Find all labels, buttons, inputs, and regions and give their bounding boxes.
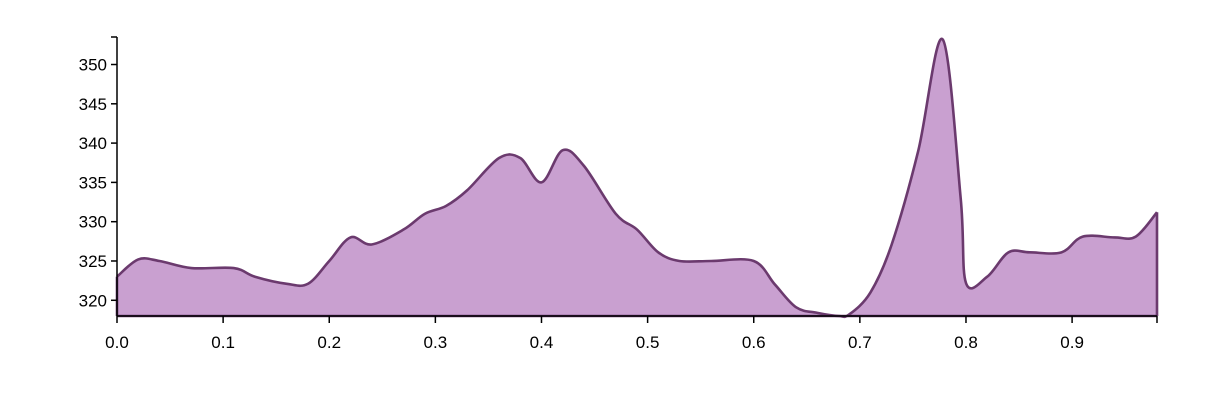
x-tick-label: 0.4 xyxy=(530,333,554,352)
x-tick-label: 0.3 xyxy=(424,333,448,352)
x-tick-label: 0.7 xyxy=(848,333,872,352)
x-tick-label: 0.6 xyxy=(742,333,766,352)
x-tick-label: 0.9 xyxy=(1060,333,1084,352)
x-tick-label: 0.8 xyxy=(954,333,978,352)
x-tick-label: 0.5 xyxy=(636,333,660,352)
x-tick-label: 0.1 xyxy=(211,333,235,352)
y-tick-label: 330 xyxy=(79,213,107,232)
x-tick-label: 0.2 xyxy=(317,333,341,352)
y-axis: 320 325 330 335 340 345 350 xyxy=(79,36,118,316)
y-tick-label: 350 xyxy=(79,56,107,75)
plot-area xyxy=(115,37,1159,319)
y-tick-label: 320 xyxy=(79,291,107,310)
y-tick-label: 345 xyxy=(79,95,107,114)
x-axis: 0.0 0.1 0.2 0.3 0.4 0.5 0.6 0.7 0.8 0.9 xyxy=(105,315,1158,352)
y-tick-label: 335 xyxy=(79,173,107,192)
y-tick-label: 340 xyxy=(79,134,107,153)
x-tick-label: 0.0 xyxy=(105,333,129,352)
y-tick-label: 325 xyxy=(79,252,107,271)
series-line xyxy=(116,37,1159,319)
area-fill xyxy=(117,38,1157,317)
